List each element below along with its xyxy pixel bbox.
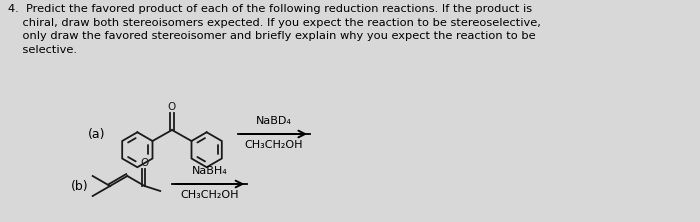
Text: NaBH₄: NaBH₄ — [192, 166, 228, 176]
Text: CH₃CH₂OH: CH₃CH₂OH — [245, 140, 303, 150]
Text: NaBD₄: NaBD₄ — [256, 116, 292, 126]
Text: (a): (a) — [88, 127, 106, 141]
Text: (b): (b) — [71, 180, 88, 192]
Text: O: O — [141, 157, 149, 168]
Text: CH₃CH₂OH: CH₃CH₂OH — [181, 190, 239, 200]
Text: 4.  Predict the favored product of each of the following reduction reactions. If: 4. Predict the favored product of each o… — [8, 4, 541, 55]
Text: O: O — [168, 101, 176, 111]
